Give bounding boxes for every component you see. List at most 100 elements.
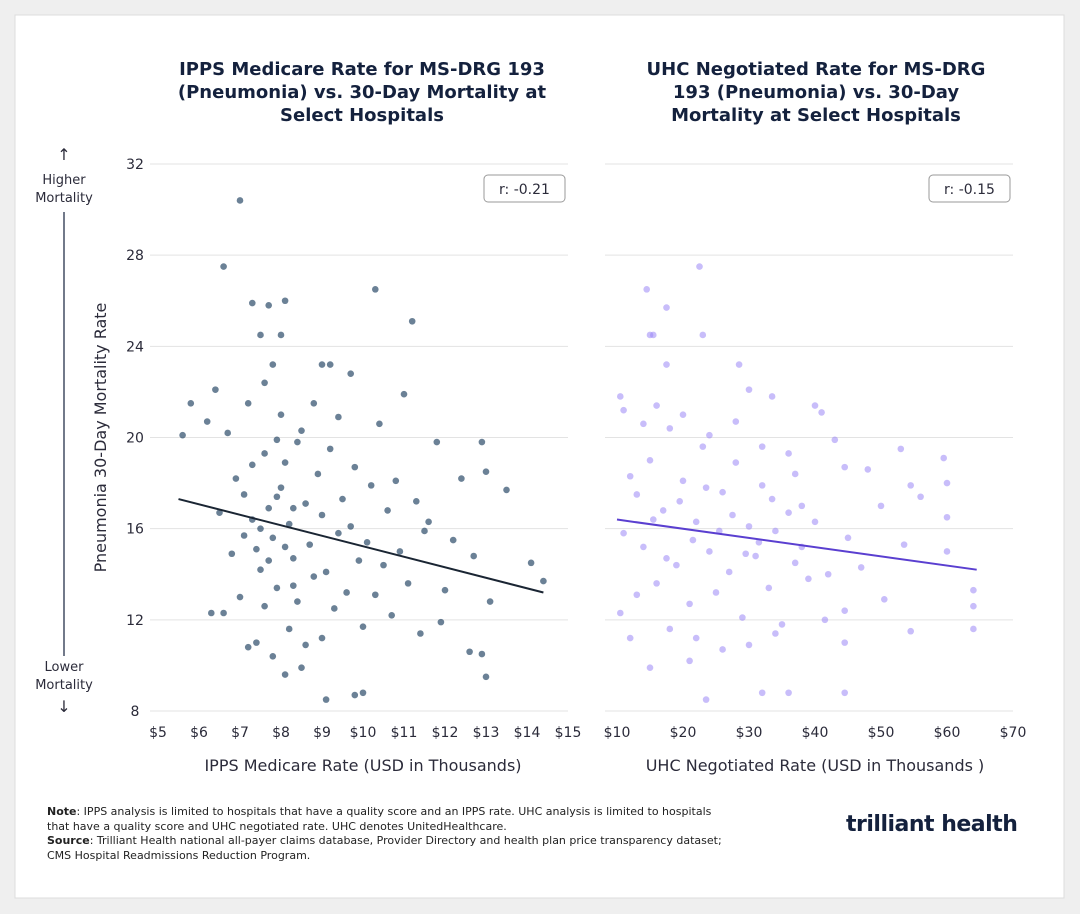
data-point — [857, 564, 865, 571]
data-point — [864, 466, 872, 473]
data-point — [257, 331, 264, 339]
data-point — [318, 361, 326, 368]
data-point — [244, 643, 252, 651]
data-point — [679, 477, 687, 485]
source-text: : Trilliant Health national all-payer cl… — [47, 834, 722, 862]
data-point — [811, 402, 819, 409]
data-point — [253, 639, 260, 646]
data-point — [679, 411, 687, 419]
data-point — [785, 450, 792, 457]
data-point — [285, 520, 293, 528]
down-arrow: ↓ — [57, 697, 70, 716]
data-point — [261, 379, 268, 387]
data-point — [294, 438, 301, 446]
data-point — [646, 664, 654, 671]
y-axis-label: Pneumonia 30-Day Mortality Rate — [91, 303, 110, 573]
data-point — [943, 548, 951, 555]
data-point — [503, 486, 510, 494]
data-point — [318, 511, 326, 519]
data-point — [310, 573, 318, 580]
data-point — [640, 420, 647, 428]
data-point — [220, 609, 227, 617]
data-point — [752, 552, 759, 560]
data-point — [302, 641, 309, 649]
data-point — [699, 443, 707, 450]
data-point — [466, 648, 473, 656]
data-point — [265, 504, 273, 512]
data-point — [917, 493, 924, 501]
data-point — [478, 438, 486, 446]
data-point — [970, 625, 977, 633]
data-point — [811, 518, 819, 526]
data-point — [686, 657, 693, 665]
data-point — [281, 297, 289, 305]
data-point — [363, 539, 371, 546]
data-point — [742, 550, 749, 558]
data-point — [216, 509, 223, 517]
data-point — [798, 502, 806, 510]
data-point — [970, 602, 977, 610]
data-point — [433, 438, 441, 446]
x-tick-label: $6 — [190, 725, 208, 741]
data-point — [220, 263, 227, 270]
data-point — [778, 621, 786, 628]
data-point — [772, 630, 779, 637]
x-tick-label: $60 — [934, 725, 961, 741]
data-point — [768, 495, 776, 503]
data-point — [290, 504, 297, 512]
data-point — [640, 543, 647, 551]
data-point — [791, 470, 799, 478]
data-point — [735, 361, 743, 368]
data-point — [626, 472, 634, 480]
data-point — [745, 641, 753, 649]
data-point — [335, 529, 342, 537]
data-point — [265, 557, 273, 564]
x-tick-label: $10 — [350, 725, 377, 741]
data-point — [758, 689, 766, 697]
data-point — [298, 664, 305, 671]
data-point — [907, 627, 914, 635]
data-point — [478, 650, 486, 658]
data-point — [666, 625, 674, 633]
data-point — [421, 527, 428, 535]
data-point — [265, 302, 273, 309]
data-point — [347, 370, 355, 377]
trend-line — [616, 518, 977, 571]
data-point — [663, 304, 670, 311]
data-point — [831, 436, 839, 444]
data-point — [343, 589, 350, 596]
data-point — [326, 361, 334, 368]
x-axis-label: UHC Negotiated Rate (USD in Thousands ) — [646, 756, 985, 775]
data-point — [844, 534, 852, 542]
data-point — [351, 463, 359, 471]
data-point — [897, 445, 905, 453]
data-point — [706, 548, 713, 555]
data-point — [273, 584, 281, 592]
data-point — [970, 586, 977, 594]
chart-title: IPPS Medicare Rate for MS-DRG 193 (Pneum… — [177, 59, 547, 126]
data-point — [355, 557, 363, 564]
data-point — [663, 554, 670, 562]
data-point — [745, 523, 753, 530]
data-point — [540, 577, 547, 585]
data-point — [663, 361, 670, 368]
x-tick-label: $50 — [868, 725, 895, 741]
y-tick-label: 32 — [126, 157, 144, 173]
correlation-annotation: r: -0.15 — [944, 182, 995, 198]
data-point — [388, 611, 396, 619]
y-tick-label: 16 — [126, 522, 144, 538]
data-point — [758, 482, 766, 489]
data-point — [768, 393, 776, 400]
data-point — [208, 609, 215, 617]
data-point — [527, 559, 535, 567]
y-tick-label: 28 — [126, 248, 144, 264]
x-tick-label: $13 — [473, 725, 500, 741]
data-point — [240, 491, 248, 498]
x-tick-label: $40 — [802, 725, 829, 741]
footnote: Note: IPPS analysis is limited to hospit… — [47, 805, 737, 863]
data-point — [653, 580, 660, 587]
data-point — [841, 689, 848, 697]
data-point — [719, 488, 726, 496]
y-tick-label: 12 — [126, 613, 144, 629]
